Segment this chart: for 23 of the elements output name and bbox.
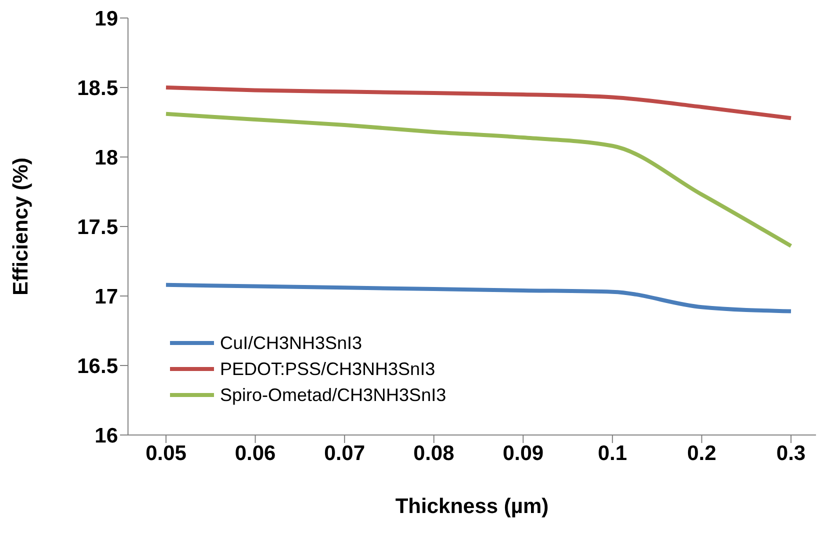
legend-label: PEDOT:PSS/CH3NH3SnI3 [220,358,436,381]
line-series [164,112,793,248]
y-tick-label: 19 [94,7,118,30]
y-tick-label: 18 [94,146,118,170]
y-tick-label: 18.5 [77,76,118,100]
x-tick-label: 0.08 [413,442,455,465]
line-series [164,282,793,314]
x-tick-label: 0.09 [502,442,544,465]
legend-label: Spiro-Ometad/CH3NH3SnI3 [220,384,446,407]
x-tick-label: 0.2 [687,442,716,465]
x-tick-label: 0.3 [776,442,806,465]
x-tick-label: 0.1 [598,442,628,465]
legend-label: CuI/CH3NH3SnI3 [220,332,362,355]
y-tick-label: 16.5 [77,354,118,378]
x-tick-label: 0.05 [146,442,187,465]
x-tick-label: 0.06 [234,442,276,465]
line-series [164,86,793,120]
y-tick-label: 17.5 [77,216,118,239]
y-tick-label: 17 [94,285,118,308]
y-axis-title: Efficiency (%) [9,158,32,296]
x-axis-title: Thickness (µm) [395,495,549,518]
x-tick-label: 0.07 [324,442,366,465]
y-tick-label: 16 [94,424,118,448]
